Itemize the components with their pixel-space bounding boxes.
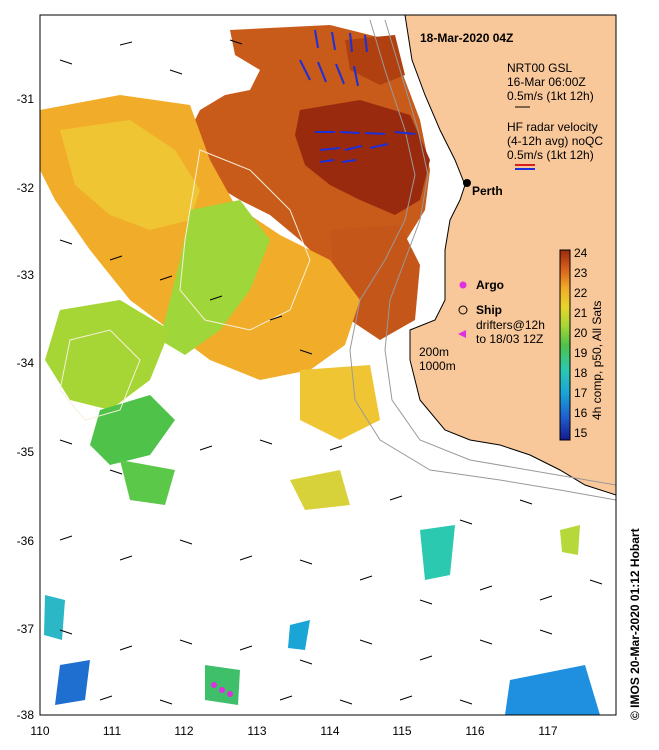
sst-patch-hot-north bbox=[345, 35, 405, 85]
sst-patch-cyan-mid bbox=[288, 620, 310, 650]
lon-tick: 115 bbox=[392, 724, 411, 738]
legend-symbols: Argo Ship drifters@12h to 18/03 12Z 200m… bbox=[419, 278, 545, 373]
lon-tick: 112 bbox=[174, 724, 193, 738]
legend-gsl: NRT00 GSL 16-Mar 06:00Z 0.5m/s (1kt 12h) bbox=[507, 61, 594, 108]
lon-axis: 110 111 112 113 114 115 116 117 bbox=[30, 724, 557, 738]
lat-tick: -36 bbox=[17, 534, 35, 548]
lon-tick: 116 bbox=[465, 724, 484, 738]
lat-tick: -34 bbox=[17, 356, 35, 370]
sst-field bbox=[40, 15, 616, 715]
sst-patch-green-south bbox=[120, 460, 175, 505]
lat-tick: -31 bbox=[17, 92, 35, 106]
sst-isotherm-2 bbox=[59, 329, 141, 421]
lon-tick: 113 bbox=[247, 724, 266, 738]
lat-tick: -38 bbox=[17, 708, 35, 722]
lat-axis: -31 -32 -33 -34 -35 -36 -37 -38 bbox=[17, 92, 35, 722]
map-frame bbox=[39, 14, 617, 716]
legend-gsl-line1: NRT00 GSL bbox=[507, 61, 572, 75]
legend-gsl-line3: 0.5m/s (1kt 12h) bbox=[507, 89, 594, 103]
sst-patch-teal bbox=[420, 525, 455, 580]
lat-tick: -35 bbox=[17, 445, 35, 459]
sst-patch-green-far-south bbox=[205, 665, 240, 705]
colorbar-scale bbox=[559, 249, 571, 441]
contour-1000m bbox=[349, 19, 616, 501]
hf-radar-vectors bbox=[299, 29, 416, 163]
legend-drifters-line1: drifters@12h bbox=[476, 318, 545, 332]
legend-contour-200: 200m bbox=[419, 345, 449, 359]
contour-200m bbox=[384, 19, 616, 486]
lon-tick: 111 bbox=[103, 724, 122, 738]
colorbar-tick: 18 bbox=[574, 366, 588, 380]
colorbar-tick: 15 bbox=[574, 426, 588, 440]
sst-patch-blue bbox=[505, 665, 600, 715]
imos-credit: © IMOS 20-Mar-2020 01:12 Hobart bbox=[628, 528, 648, 740]
colorbar-tick: 19 bbox=[574, 346, 588, 360]
colorbar-tick: 16 bbox=[574, 406, 588, 420]
colorbar-tick: 20 bbox=[574, 326, 588, 340]
legend-argo: Argo bbox=[476, 278, 504, 292]
sst-patch-yellow bbox=[60, 120, 200, 230]
ship-legend-icon bbox=[458, 305, 468, 315]
sst-patch-yellow-south bbox=[300, 365, 380, 440]
lat-tick: -32 bbox=[17, 181, 35, 195]
credit-text: © IMOS 20-Mar-2020 01:12 Hobart bbox=[628, 528, 642, 720]
legend-radar: HF radar velocity (4-12h avg) noQC 0.5m/… bbox=[507, 120, 603, 170]
colorbar-tick: 22 bbox=[574, 286, 588, 300]
colorbar-tick: 24 bbox=[574, 246, 588, 260]
sst-patch-green-west bbox=[45, 300, 170, 410]
legend-ship: Ship bbox=[476, 303, 502, 317]
perth-label: Perth bbox=[472, 184, 503, 198]
colorbar-label: 4h comp, p50, All Sats bbox=[590, 301, 604, 420]
lat-tick: -37 bbox=[17, 622, 35, 636]
legend-radar-line1: HF radar velocity bbox=[507, 120, 598, 134]
map-title: 18-Mar-2020 04Z bbox=[420, 31, 513, 45]
sst-patch-blue-west bbox=[55, 660, 90, 705]
colorbar-tick: 21 bbox=[574, 306, 588, 320]
legend-contour-1000: 1000m bbox=[419, 359, 456, 373]
perth-marker bbox=[463, 179, 471, 187]
argo-legend-icon bbox=[459, 281, 467, 289]
legend-gsl-line2: 16-Mar 06:00Z bbox=[507, 75, 586, 89]
sst-patch-green-east bbox=[560, 525, 580, 555]
lon-tick: 117 bbox=[538, 724, 557, 738]
legend-radar-line3: 0.5m/s (1kt 12h) bbox=[507, 148, 594, 162]
gsl-current-vectors bbox=[59, 39, 603, 705]
colorbar-tick: 23 bbox=[574, 266, 588, 280]
colorbar-tick: 17 bbox=[574, 386, 588, 400]
legend-radar-line2: (4-12h avg) noQC bbox=[507, 134, 603, 148]
legend-drifters-line2: to 18/03 12Z bbox=[476, 332, 543, 346]
sst-patch-green-light bbox=[160, 200, 270, 355]
drifter-legend-icon bbox=[458, 330, 466, 338]
colorbar: 24 23 22 21 20 19 18 17 16 15 4h comp, p… bbox=[559, 246, 604, 441]
lon-tick: 110 bbox=[30, 724, 49, 738]
sst-patch-hot bbox=[295, 100, 430, 215]
sst-patch-cyan-west bbox=[44, 595, 65, 640]
sst-patch-yellow-small bbox=[290, 470, 350, 510]
argo-floats bbox=[211, 682, 233, 697]
lon-tick: 114 bbox=[320, 724, 339, 738]
lat-tick: -33 bbox=[17, 268, 35, 282]
